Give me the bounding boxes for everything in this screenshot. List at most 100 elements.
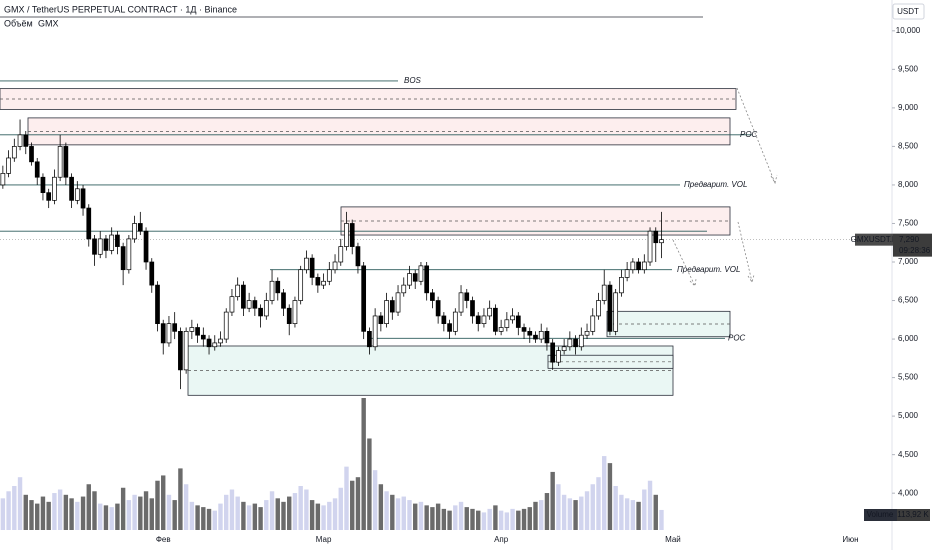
volume-bar [138, 496, 143, 530]
projection-arrows [672, 87, 778, 287]
candle-body [258, 307, 263, 317]
volume-bar [264, 500, 269, 530]
candle-body [252, 300, 258, 309]
volume-bar [189, 501, 195, 530]
volume-bar [642, 489, 647, 530]
volume-bar [281, 501, 286, 530]
candle-body [315, 277, 321, 286]
volume-legend-box [864, 509, 897, 521]
volume-bar [161, 475, 166, 530]
candle-body [624, 269, 630, 278]
candle-body [607, 284, 613, 332]
candle-body [653, 230, 659, 244]
candle-body [378, 315, 384, 324]
candle-body [63, 146, 69, 178]
candle-body [97, 238, 103, 255]
volume-bar [252, 503, 258, 530]
volume-bar [573, 500, 578, 530]
candle-body [304, 257, 309, 271]
volume-bar [424, 505, 429, 530]
candle-body [418, 265, 424, 282]
candle-body [441, 315, 447, 324]
volume-bar [561, 494, 567, 530]
volume-bar [481, 512, 487, 530]
y-tick-label: 7,500 [898, 219, 919, 228]
volume-bar [149, 498, 154, 530]
candle-body [166, 323, 172, 344]
candle-body [143, 230, 149, 263]
candle-body [132, 223, 137, 240]
symbol-tag: GMXUSDT.P [851, 235, 898, 244]
volume-bar [332, 498, 338, 530]
candle-body [458, 292, 464, 313]
currency-box[interactable] [892, 3, 925, 20]
volume-bar [590, 484, 595, 530]
volume-bar [521, 508, 527, 530]
candle-body [372, 315, 378, 348]
volume-bar [155, 480, 160, 530]
candle-body [17, 134, 23, 147]
candle-body [596, 300, 601, 317]
volume-bar [418, 501, 424, 530]
volume-bar [407, 500, 412, 530]
volume-bar [304, 489, 309, 530]
candle-body [309, 257, 315, 278]
volume-bar [493, 505, 498, 530]
candle-body [195, 327, 200, 336]
volume-bar [315, 503, 321, 530]
candle-body [641, 261, 647, 271]
volume-bar [166, 494, 172, 530]
volume-bar [510, 508, 515, 530]
volume-bar [516, 510, 521, 530]
level-label: POC [728, 333, 746, 342]
volume-bar [441, 508, 447, 530]
y-tick-label: 6,500 [898, 296, 919, 305]
candle-body [281, 292, 286, 309]
x-tick-label: Мар [316, 535, 332, 544]
candle-body [590, 315, 596, 332]
x-tick-label: Апр [494, 535, 509, 544]
volume-bar [636, 501, 641, 530]
volume-bar [464, 507, 469, 530]
candle-body [424, 265, 430, 294]
candle-body [338, 246, 344, 263]
x-tick-label: Май [665, 535, 681, 544]
candle-body [510, 315, 515, 321]
volume-bar [183, 484, 189, 530]
y-tick-label: 5,000 [898, 411, 919, 420]
volume-bar [178, 468, 183, 530]
candle-body [367, 331, 372, 348]
candle-body [470, 300, 475, 317]
price-tag-box [893, 233, 932, 257]
level-label: BOS [404, 76, 422, 85]
volume-bar [35, 503, 40, 530]
volume-bar [218, 503, 223, 530]
arrow [672, 239, 697, 287]
candle-body [160, 323, 166, 344]
candle-body [475, 315, 481, 324]
candle-body [0, 173, 6, 186]
candle-body [430, 292, 435, 301]
volume-bar [109, 507, 114, 530]
candle-body [464, 292, 470, 301]
candle-body [567, 338, 573, 348]
candle-body [601, 284, 607, 301]
candle-body [223, 311, 229, 340]
candle-body [550, 342, 556, 363]
volume-symbol: GMX [38, 18, 59, 28]
candle-body [481, 315, 487, 324]
volume-bar [23, 494, 28, 530]
volume-bar [630, 500, 636, 530]
volume-bar [52, 493, 57, 530]
x-tick-label: Фев [156, 535, 171, 544]
candle-body [86, 207, 92, 240]
arrow [736, 87, 778, 185]
arrow [737, 221, 755, 283]
candle-body [11, 146, 17, 159]
candle-body [80, 188, 86, 209]
candle-body [246, 300, 252, 309]
volume-bar [6, 491, 11, 530]
candle-body [52, 176, 57, 201]
currency[interactable]: USDT [897, 7, 919, 16]
candle-body [538, 331, 544, 340]
